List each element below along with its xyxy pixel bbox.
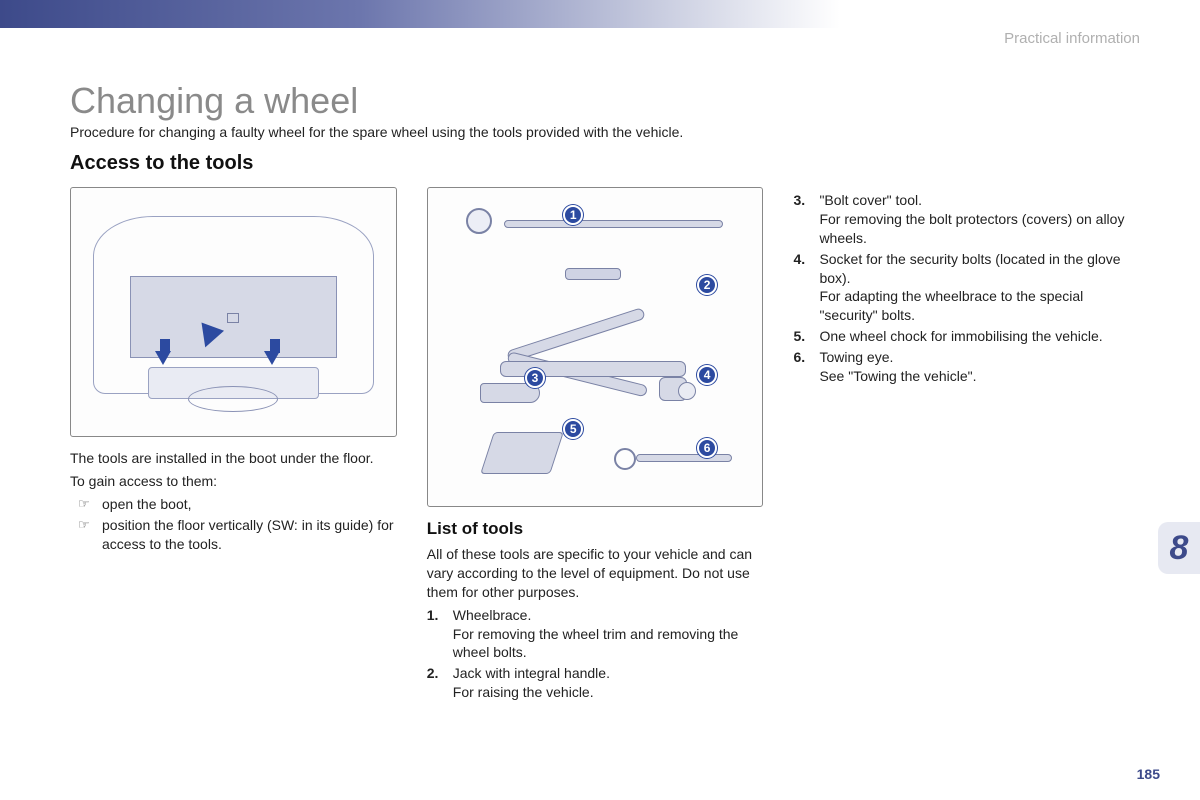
access-bullets: open the boot, position the floor vertic… bbox=[70, 495, 397, 554]
access-line2: To gain access to them: bbox=[70, 472, 397, 491]
access-bullet: open the boot, bbox=[70, 495, 397, 514]
tool-item: 3."Bolt cover" tool. For removing the bo… bbox=[793, 191, 1140, 248]
list-intro: All of these tools are specific to your … bbox=[427, 545, 764, 602]
intro-text: Procedure for changing a faulty wheel fo… bbox=[70, 124, 1140, 140]
access-heading: Access to the tools bbox=[70, 152, 1140, 175]
section-header: Practical information bbox=[1004, 30, 1140, 47]
page-title: Changing a wheel bbox=[70, 80, 1140, 122]
boot-illustration bbox=[70, 187, 397, 437]
column-access: The tools are installed in the boot unde… bbox=[70, 187, 397, 704]
page-content: Changing a wheel Procedure for changing … bbox=[70, 80, 1140, 704]
diagram-label-3: 3 bbox=[525, 368, 545, 388]
tool-list-b: 3."Bolt cover" tool. For removing the bo… bbox=[793, 191, 1140, 386]
tool-item: 2.Jack with integral handle. For raising… bbox=[427, 664, 764, 702]
tool-item: 6.Towing eye. See "Towing the vehicle". bbox=[793, 348, 1140, 386]
column-tools-diagram: 1 2 3 4 5 6 List of tools All of these t… bbox=[427, 187, 764, 704]
diagram-label-6: 6 bbox=[697, 438, 717, 458]
tools-illustration: 1 2 3 4 5 6 bbox=[427, 187, 764, 507]
top-gradient-bar bbox=[0, 0, 1200, 28]
access-bullet: position the floor vertically (SW: in it… bbox=[70, 516, 397, 554]
access-line1: The tools are installed in the boot unde… bbox=[70, 449, 397, 468]
tool-list-a: 1.Wheelbrace. For removing the wheel tri… bbox=[427, 606, 764, 702]
chapter-tab: 8 bbox=[1158, 522, 1200, 574]
tool-item: 1.Wheelbrace. For removing the wheel tri… bbox=[427, 606, 764, 663]
chapter-number: 8 bbox=[1170, 529, 1189, 568]
tool-item: 5.One wheel chock for immobilising the v… bbox=[793, 327, 1140, 346]
diagram-label-4: 4 bbox=[697, 365, 717, 385]
tool-item: 4.Socket for the security bolts (located… bbox=[793, 250, 1140, 326]
diagram-label-5: 5 bbox=[563, 419, 583, 439]
page-number: 185 bbox=[1137, 766, 1160, 782]
list-heading: List of tools bbox=[427, 519, 764, 539]
diagram-label-2: 2 bbox=[697, 275, 717, 295]
column-tools-continued: 3."Bolt cover" tool. For removing the bo… bbox=[793, 187, 1140, 704]
